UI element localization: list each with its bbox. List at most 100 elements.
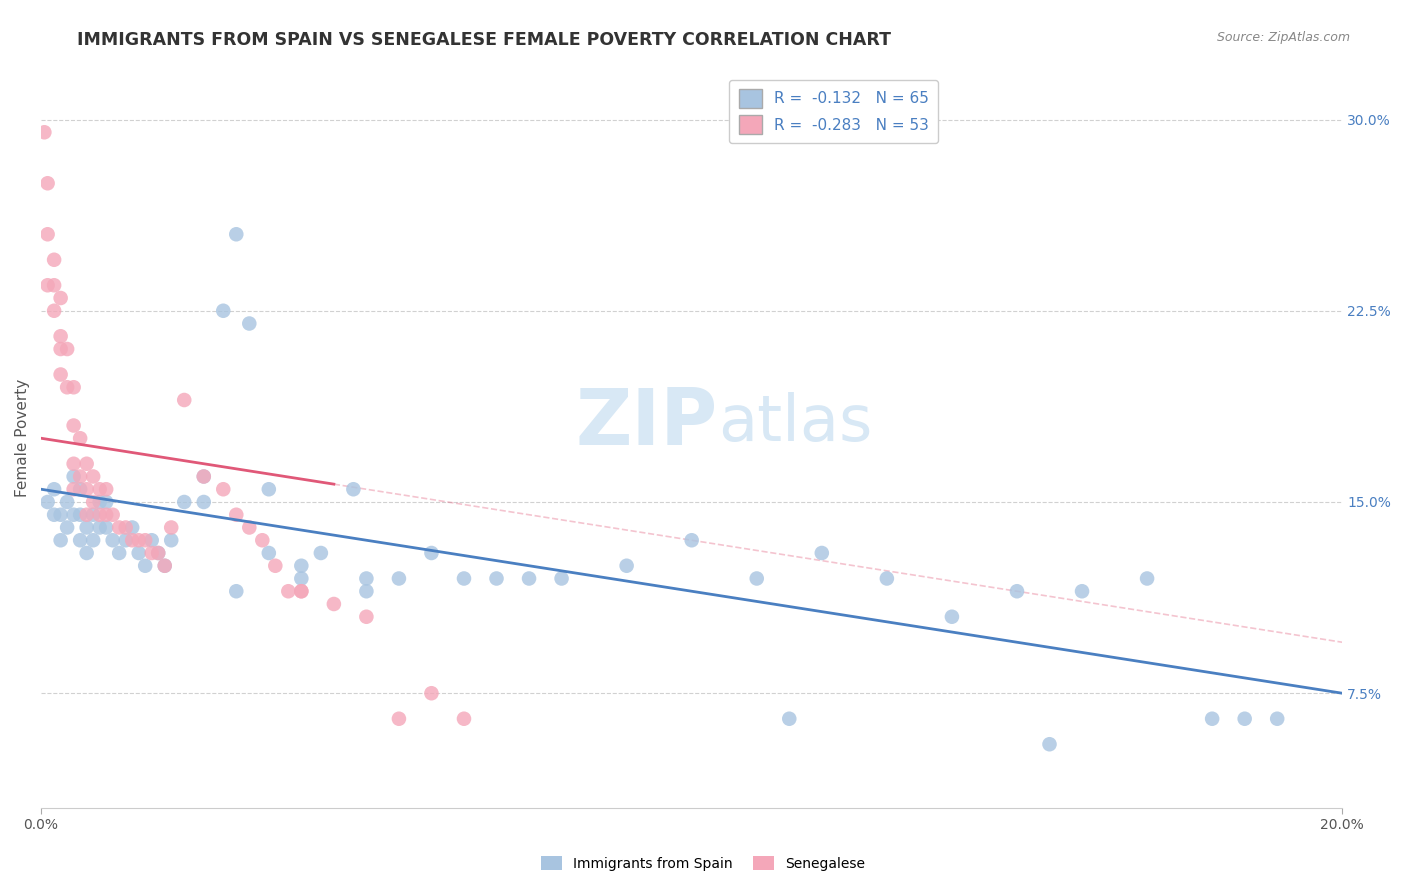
Point: [69, 533, 91, 548]
Point: [49, 533, 72, 548]
Point: [153, 558, 176, 573]
Point: [101, 533, 124, 548]
Point: [550, 572, 572, 586]
Point: [56, 520, 79, 534]
Point: [89, 482, 111, 496]
Point: [1071, 584, 1094, 599]
Point: [148, 546, 170, 560]
Point: [388, 572, 411, 586]
Point: [37, 227, 59, 242]
Point: [62, 508, 84, 522]
Point: [160, 533, 183, 548]
Point: [121, 533, 143, 548]
Point: [62, 418, 84, 433]
Point: [128, 533, 150, 548]
Point: [745, 572, 768, 586]
Point: [76, 482, 98, 496]
Point: [128, 546, 150, 560]
Point: [42, 278, 65, 293]
Point: [82, 495, 104, 509]
Point: [141, 533, 163, 548]
Point: [42, 303, 65, 318]
Point: [49, 342, 72, 356]
Point: [193, 469, 215, 483]
Point: [616, 558, 638, 573]
Point: [1233, 712, 1256, 726]
Point: [252, 533, 274, 548]
Point: [49, 329, 72, 343]
Point: [34, 125, 56, 139]
Point: [56, 380, 79, 394]
Text: atlas: atlas: [717, 392, 872, 454]
Point: [76, 546, 98, 560]
Point: [810, 546, 832, 560]
Point: [309, 546, 332, 560]
Point: [257, 482, 280, 496]
Point: [96, 482, 118, 496]
Point: [453, 572, 475, 586]
Point: [114, 520, 136, 534]
Point: [89, 495, 111, 509]
Y-axis label: Female Poverty: Female Poverty: [15, 379, 30, 498]
Point: [356, 609, 378, 624]
Point: [82, 469, 104, 483]
Point: [420, 546, 443, 560]
Point: [96, 508, 118, 522]
Legend: Immigrants from Spain, Senegalese: Immigrants from Spain, Senegalese: [536, 850, 870, 876]
Point: [778, 712, 800, 726]
Point: [517, 572, 540, 586]
Point: [134, 533, 156, 548]
Text: ZIP: ZIP: [575, 385, 717, 461]
Point: [681, 533, 703, 548]
Point: [257, 546, 280, 560]
Point: [225, 227, 247, 242]
Point: [76, 520, 98, 534]
Text: Source: ZipAtlas.com: Source: ZipAtlas.com: [1216, 31, 1350, 45]
Point: [62, 380, 84, 394]
Point: [1005, 584, 1028, 599]
Point: [420, 686, 443, 700]
Point: [356, 572, 378, 586]
Point: [173, 495, 195, 509]
Point: [76, 457, 98, 471]
Point: [153, 558, 176, 573]
Point: [290, 584, 312, 599]
Point: [356, 584, 378, 599]
Point: [290, 584, 312, 599]
Point: [82, 533, 104, 548]
Point: [49, 291, 72, 305]
Point: [69, 431, 91, 445]
Point: [37, 278, 59, 293]
Point: [225, 508, 247, 522]
Legend: R =  -0.132   N = 65, R =  -0.283   N = 53: R = -0.132 N = 65, R = -0.283 N = 53: [730, 80, 938, 143]
Point: [941, 609, 963, 624]
Point: [76, 508, 98, 522]
Point: [108, 546, 131, 560]
Point: [264, 558, 287, 573]
Point: [388, 712, 411, 726]
Point: [148, 546, 170, 560]
Point: [277, 584, 299, 599]
Point: [121, 520, 143, 534]
Point: [49, 368, 72, 382]
Point: [134, 558, 156, 573]
Point: [42, 508, 65, 522]
Point: [342, 482, 364, 496]
Point: [212, 303, 235, 318]
Point: [141, 546, 163, 560]
Point: [876, 572, 898, 586]
Point: [193, 495, 215, 509]
Point: [108, 520, 131, 534]
Point: [238, 520, 260, 534]
Point: [96, 495, 118, 509]
Point: [212, 482, 235, 496]
Point: [1265, 712, 1288, 726]
Point: [56, 342, 79, 356]
Point: [37, 176, 59, 190]
Point: [89, 520, 111, 534]
Point: [69, 508, 91, 522]
Point: [225, 584, 247, 599]
Point: [173, 392, 195, 407]
Point: [62, 469, 84, 483]
Point: [322, 597, 344, 611]
